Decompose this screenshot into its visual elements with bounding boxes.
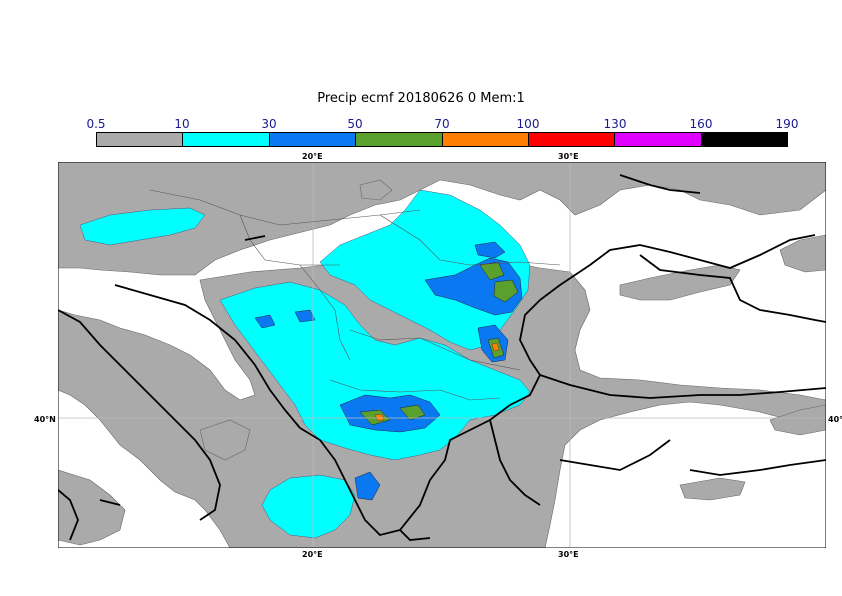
lon-label-30e-bottom: 30°E: [558, 550, 579, 559]
colorbar-label-5: 100: [516, 117, 540, 131]
colorbar-segment-5: [528, 133, 616, 146]
precip-band-10-30: [79, 189, 531, 539]
colorbar-segment-0: [97, 133, 184, 146]
colorbar-label-8: 190: [775, 117, 799, 131]
colorbar-segment-1: [183, 133, 270, 146]
precip-map: [58, 162, 826, 548]
lat-label-40n-left: 40°N: [34, 415, 56, 424]
precip-band-70-100: [374, 342, 500, 422]
coastlines: [58, 174, 826, 541]
colorbar-segment-4: [442, 133, 529, 146]
lon-label-20e-top: 20°E: [302, 152, 323, 161]
colorbar-label-0: 0.5: [86, 117, 106, 131]
map-title: Precip ecmf 20180626 0 Mem:1: [317, 91, 525, 106]
colorbar-segment-2: [269, 133, 357, 146]
colorbar-segment-3: [356, 133, 443, 146]
colorbar-label-2: 30: [261, 117, 277, 131]
colorbar-label-4: 70: [434, 117, 450, 131]
lat-label-40n-right: 40°N: [828, 415, 842, 424]
colorbar-segment-7: [701, 133, 787, 146]
colorbar-label-3: 50: [347, 117, 363, 131]
country-borders: [149, 189, 561, 401]
precip-colorbar: [96, 132, 788, 147]
lon-label-20e-bottom: 20°E: [302, 550, 323, 559]
colorbar-segment-6: [615, 133, 702, 146]
graticule: [58, 162, 826, 548]
colorbar-label-6: 130: [603, 117, 627, 131]
colorbar-label-7: 160: [689, 117, 713, 131]
colorbar-label-1: 10: [174, 117, 190, 131]
lon-label-30e-top: 30°E: [558, 152, 579, 161]
